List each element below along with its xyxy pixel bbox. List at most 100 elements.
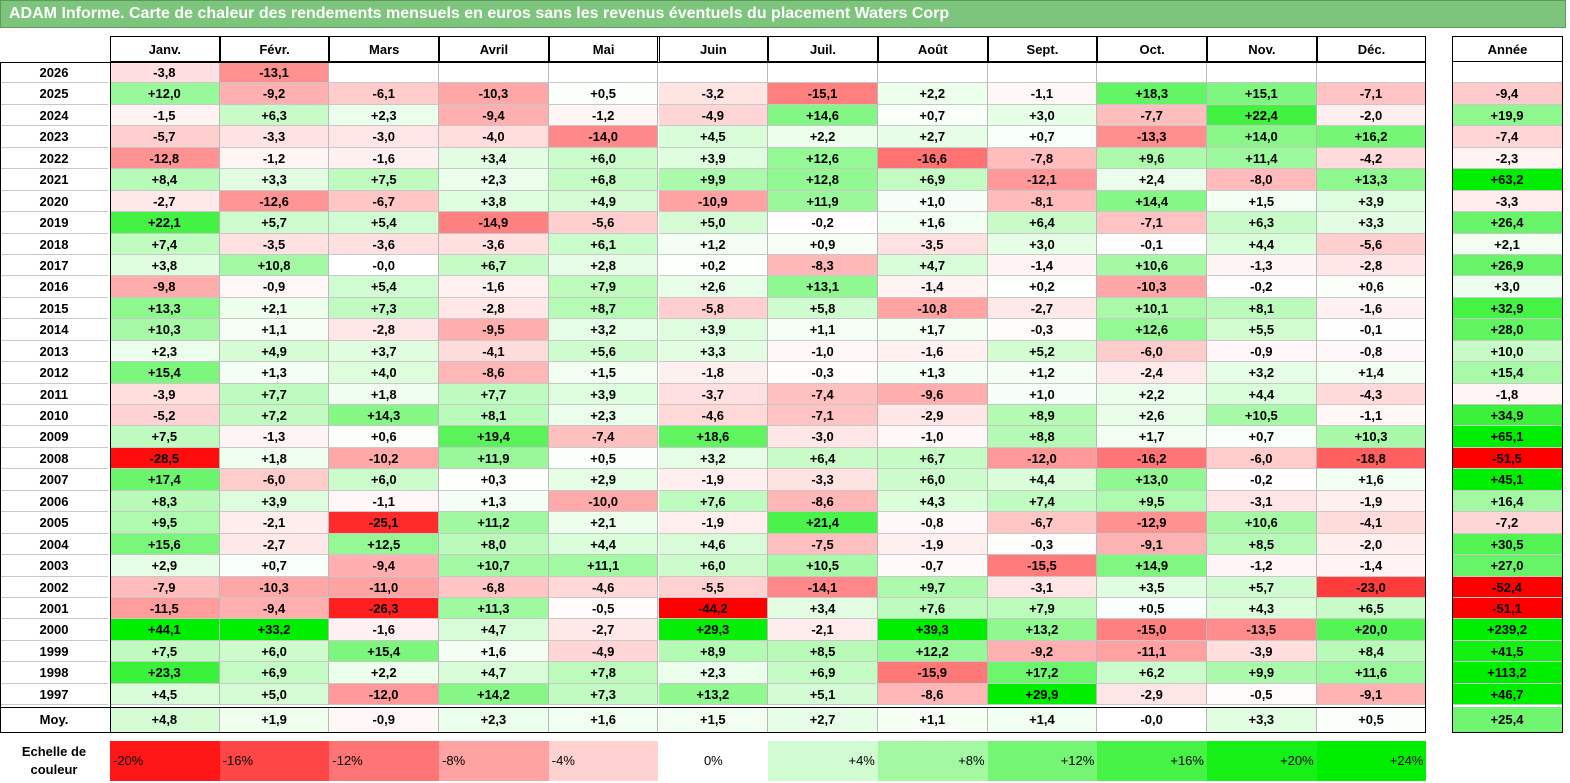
heatmap-cell: +5,4 [329,212,440,234]
heatmap-cell: -2,0 [1316,104,1427,127]
heatmap-cell: -15,1 [768,83,878,105]
legend-swatch: -12% [329,741,440,781]
heatmap-cell: +9,5 [110,512,220,534]
heatmap-cell: +3,9 [658,147,769,170]
month-header: Mai [548,36,659,62]
average-cell: +1,4 [987,707,1098,734]
month-header: Août [877,36,988,62]
heatmap-cell: -6,7 [329,190,440,213]
heatmap-cell: +9,9 [658,169,769,191]
heatmap-cell: +1,3 [877,362,988,384]
heatmap-cell: -1,1 [1316,405,1427,427]
heatmap-cell: -4,9 [658,104,769,127]
heatmap-cell: -14,9 [439,212,549,234]
annual-cell: +27,0 [1452,555,1563,577]
heatmap-cell: +8,5 [768,640,878,663]
heatmap-cell: -0,0 [329,254,440,277]
heatmap-cell: +11,3 [439,598,549,620]
average-cell: -0,0 [1097,707,1207,734]
heatmap-cell: +1,2 [987,362,1098,384]
heatmap-cell: +14,6 [768,104,878,127]
heatmap-cell: +1,8 [219,447,330,470]
heatmap-cell: +0,7 [987,126,1098,148]
heatmap-cell: +14,2 [439,683,549,706]
heatmap-cell: +8,9 [987,405,1098,427]
heatmap-cell: +13,1 [768,276,878,298]
heatmap-cell: +7,5 [329,169,440,191]
annual-cell: +15,4 [1452,362,1563,384]
annual-cell: +239,2 [1452,619,1563,641]
heatmap-cell: +0,6 [1316,276,1427,298]
heatmap-cell: +8,9 [658,640,769,663]
heatmap-cell: +7,6 [877,598,988,620]
heatmap-cell: -7,1 [1097,212,1207,234]
heatmap-cell: +5,7 [219,212,330,234]
heatmap-cell: -1,9 [658,469,769,491]
year-label: 2010 [0,405,108,427]
heatmap-cell: -0,3 [987,319,1098,341]
annual-cell: +30,5 [1452,533,1563,556]
heatmap-cell: -9,1 [1316,683,1427,706]
heatmap-cell: +6,3 [1207,212,1317,234]
heatmap-cell: +4,5 [658,126,769,148]
heatmap-cell: -10,3 [1097,276,1207,298]
heatmap-cell: -6,8 [439,576,549,598]
heatmap-cell: +10,1 [1097,297,1207,320]
year-label: 2006 [0,490,108,513]
heatmap-cell: +29,3 [658,619,769,641]
heatmap-cell: +4,9 [548,190,659,213]
heatmap-cell: +0,7 [1207,426,1317,448]
heatmap-cell: +1,5 [548,362,659,384]
heatmap-cell: -0,9 [219,276,330,298]
heatmap-cell: -8,6 [768,490,878,513]
heatmap-cell: +7,6 [658,490,769,513]
heatmap-cell: +6,0 [548,147,659,170]
heatmap-cell: +3,2 [548,319,659,341]
heatmap-cell: +1,7 [877,319,988,341]
heatmap-cell: -4,1 [1316,512,1427,534]
heatmap-cell: -10,2 [329,447,440,470]
heatmap-cell: -9,5 [439,319,549,341]
heatmap-cell: +10,8 [219,254,330,277]
heatmap-cell [768,62,878,84]
heatmap-cell: +0,5 [548,83,659,105]
heatmap-cell: -16,6 [877,147,988,170]
heatmap-cell: -8,6 [877,683,988,706]
legend-swatch: +12% [987,741,1098,781]
heatmap-cell: +5,2 [987,340,1098,363]
heatmap-cell: -15,0 [1097,619,1207,641]
heatmap-cell: +13,0 [1097,469,1207,491]
heatmap-cell: -0,3 [987,533,1098,556]
heatmap-cell: -5,2 [110,405,220,427]
heatmap-cell: -4,3 [1316,383,1427,406]
annual-cell: +2,1 [1452,233,1563,255]
page-title: ADAM Informe. Carte de chaleur des rende… [0,0,1566,28]
heatmap-cell: +2,7 [877,126,988,148]
heatmap-cell: -0,8 [1316,340,1427,363]
heatmap-cell: +8,1 [1207,297,1317,320]
heatmap-cell: +14,4 [1097,190,1207,213]
year-label: 2018 [0,233,108,255]
heatmap-cell: +4,4 [548,533,659,556]
heatmap-cell: -0,3 [768,362,878,384]
year-label: 2022 [0,147,108,170]
heatmap-cell: +2,3 [110,340,220,363]
month-header: Sept. [987,36,1098,62]
heatmap-cell: +4,3 [877,490,988,513]
heatmap-cell: -8,0 [1207,169,1317,191]
heatmap-cell: +7,2 [219,405,330,427]
heatmap-cell: +2,8 [548,254,659,277]
heatmap-cell: +3,4 [439,147,549,170]
heatmap-cell: +3,2 [658,447,769,470]
heatmap-cell: -12,0 [987,447,1098,470]
average-cell: +0,5 [1316,707,1427,734]
heatmap-cell: +11,6 [1316,662,1427,684]
heatmap-cell: -0,1 [1316,319,1427,341]
heatmap-cell: +13,2 [987,619,1098,641]
heatmap-cell: +3,9 [1316,190,1427,213]
heatmap-cell: -0,2 [1207,469,1317,491]
heatmap-cell: -6,7 [987,512,1098,534]
average-annual-cell: +25,4 [1452,707,1563,734]
heatmap-cell: +6,9 [877,169,988,191]
heatmap-cell: -9,6 [877,383,988,406]
